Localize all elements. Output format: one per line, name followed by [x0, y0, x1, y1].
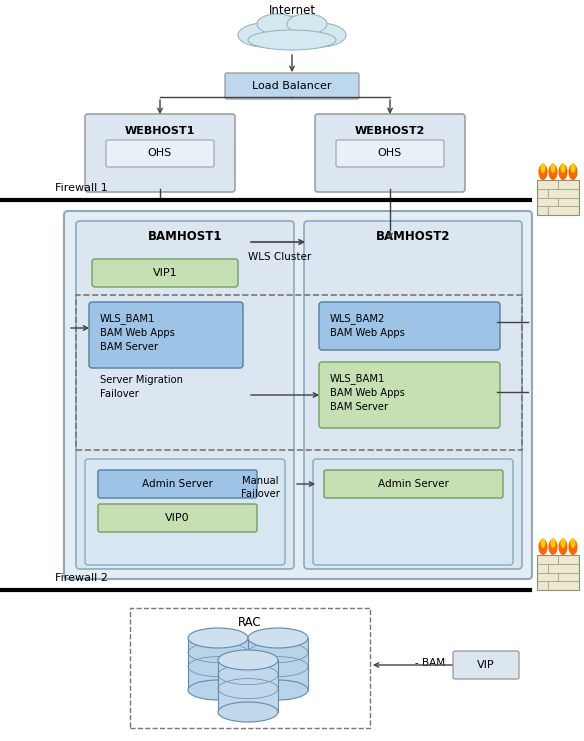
Text: RAC: RAC — [238, 616, 262, 628]
Ellipse shape — [218, 702, 278, 722]
Ellipse shape — [248, 30, 336, 50]
FancyBboxPatch shape — [89, 302, 243, 368]
Ellipse shape — [558, 539, 568, 555]
Text: - BAM: - BAM — [415, 658, 445, 668]
Ellipse shape — [561, 163, 565, 173]
Ellipse shape — [541, 163, 545, 173]
Bar — [248, 638, 308, 690]
Text: Firewall 2: Firewall 2 — [55, 573, 108, 583]
Text: WLS Cluster: WLS Cluster — [248, 252, 311, 262]
Ellipse shape — [254, 16, 330, 44]
FancyBboxPatch shape — [85, 459, 285, 565]
Bar — [537, 555, 579, 590]
Text: Manual
Failover: Manual Failover — [241, 476, 279, 499]
Ellipse shape — [294, 23, 346, 47]
Text: WLS_BAM1
BAM Web Apps
BAM Server: WLS_BAM1 BAM Web Apps BAM Server — [330, 373, 405, 412]
Text: BAMHOST2: BAMHOST2 — [376, 230, 450, 244]
Text: Server Migration
Failover: Server Migration Failover — [100, 375, 183, 399]
Ellipse shape — [568, 164, 578, 180]
Ellipse shape — [561, 538, 565, 548]
Text: VIP1: VIP1 — [152, 268, 178, 278]
Ellipse shape — [551, 163, 555, 173]
Ellipse shape — [538, 539, 548, 555]
FancyBboxPatch shape — [324, 470, 503, 498]
Ellipse shape — [571, 163, 575, 173]
Ellipse shape — [257, 14, 297, 34]
Text: OHS: OHS — [378, 148, 402, 159]
Text: BAMHOST1: BAMHOST1 — [148, 230, 223, 244]
Ellipse shape — [568, 539, 578, 555]
FancyBboxPatch shape — [319, 302, 500, 350]
Text: VIP0: VIP0 — [165, 513, 190, 523]
FancyBboxPatch shape — [453, 651, 519, 679]
Ellipse shape — [238, 23, 290, 47]
Bar — [218, 660, 278, 712]
Ellipse shape — [188, 680, 248, 700]
FancyBboxPatch shape — [98, 504, 257, 532]
Text: OHS: OHS — [148, 148, 172, 159]
Ellipse shape — [571, 538, 575, 548]
FancyBboxPatch shape — [98, 470, 257, 498]
Bar — [76, 295, 522, 450]
FancyBboxPatch shape — [106, 140, 214, 167]
Text: VIP: VIP — [477, 660, 495, 670]
FancyBboxPatch shape — [225, 73, 359, 99]
Bar — [130, 608, 370, 728]
Ellipse shape — [548, 539, 558, 555]
Ellipse shape — [538, 164, 548, 180]
Bar — [537, 180, 579, 215]
Ellipse shape — [248, 680, 308, 700]
Text: Admin Server: Admin Server — [142, 479, 213, 489]
Ellipse shape — [188, 628, 248, 648]
FancyBboxPatch shape — [85, 114, 235, 192]
FancyBboxPatch shape — [319, 362, 500, 428]
FancyBboxPatch shape — [336, 140, 444, 167]
Ellipse shape — [558, 164, 568, 180]
FancyBboxPatch shape — [313, 459, 513, 565]
FancyBboxPatch shape — [64, 211, 532, 579]
Text: WEBHOST2: WEBHOST2 — [355, 126, 425, 136]
Text: Internet: Internet — [269, 4, 315, 16]
Ellipse shape — [541, 538, 545, 548]
FancyBboxPatch shape — [304, 221, 522, 569]
Text: Admin Server: Admin Server — [378, 479, 449, 489]
Text: WLS_BAM1
BAM Web Apps
BAM Server: WLS_BAM1 BAM Web Apps BAM Server — [100, 313, 175, 352]
Text: WEBHOST1: WEBHOST1 — [125, 126, 195, 136]
Ellipse shape — [551, 538, 555, 548]
Bar — [188, 638, 248, 690]
FancyBboxPatch shape — [92, 259, 238, 287]
FancyBboxPatch shape — [315, 114, 465, 192]
Text: WLS_BAM2
BAM Web Apps: WLS_BAM2 BAM Web Apps — [330, 313, 405, 338]
Ellipse shape — [287, 14, 327, 34]
Ellipse shape — [548, 164, 558, 180]
Ellipse shape — [248, 628, 308, 648]
Text: Load Balancer: Load Balancer — [252, 81, 332, 91]
Ellipse shape — [218, 650, 278, 670]
Text: Firewall 1: Firewall 1 — [55, 183, 108, 193]
FancyBboxPatch shape — [76, 221, 294, 569]
